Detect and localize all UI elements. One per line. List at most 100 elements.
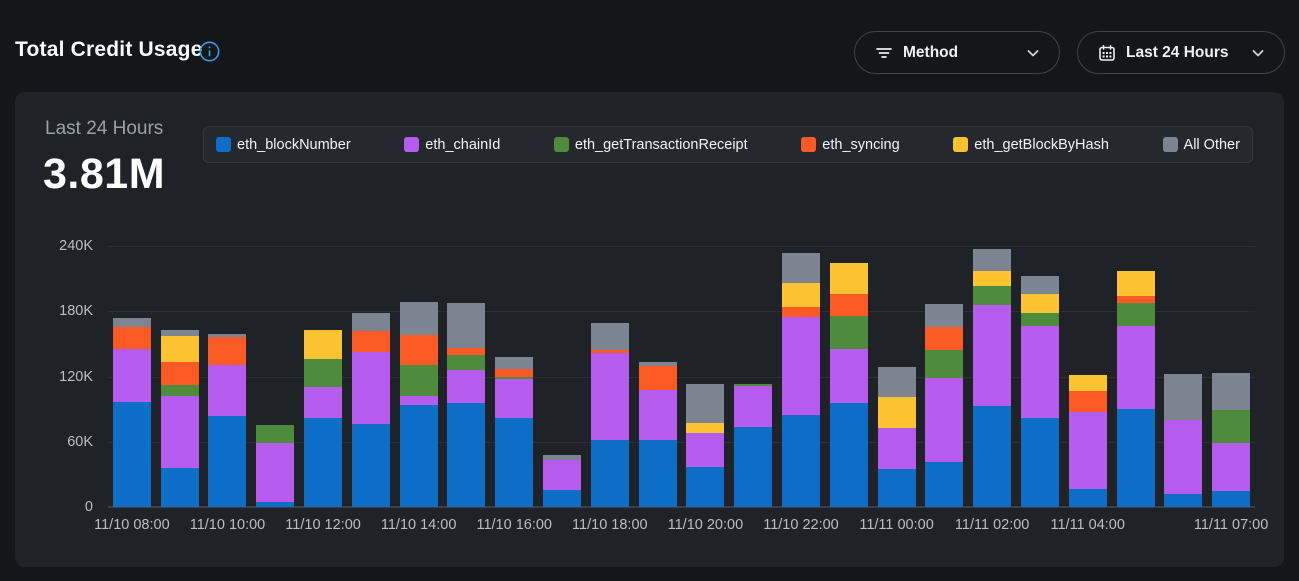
bar-segment-eth-gettransactionreceipt[interactable]: [829, 315, 868, 350]
bar-segment-eth-getblockbyhash[interactable]: [829, 263, 868, 294]
bar-segment-eth-gettransactionreceipt[interactable]: [256, 425, 295, 443]
bar-segment-eth-chainid[interactable]: [973, 304, 1012, 406]
bar-segment-eth-blocknumber[interactable]: [1068, 488, 1107, 507]
date-range-dropdown[interactable]: Last 24 Hours: [1077, 31, 1285, 74]
bar-segment-eth-blocknumber[interactable]: [686, 466, 725, 507]
bar-segment-eth-gettransactionreceipt[interactable]: [495, 376, 534, 379]
bar-segment-eth-blocknumber[interactable]: [208, 415, 247, 507]
bar-segment-eth-blocknumber[interactable]: [781, 414, 820, 507]
bar-segment-eth-syncing[interactable]: [1116, 296, 1155, 303]
bar-11-10-19-00[interactable]: [638, 362, 677, 507]
bar-segment-eth-getblockbyhash[interactable]: [686, 423, 725, 434]
bar-segment-eth-syncing[interactable]: [399, 335, 438, 365]
bar-segment-eth-chainid[interactable]: [686, 433, 725, 467]
bar-segment-all-other[interactable]: [1020, 276, 1059, 294]
bar-segment-eth-syncing[interactable]: [829, 293, 868, 316]
bar-segment-all-other[interactable]: [543, 454, 582, 461]
bar-segment-eth-blocknumber[interactable]: [1164, 493, 1203, 507]
bar-11-10-10-00[interactable]: [208, 334, 247, 507]
bar-11-11-07-00[interactable]: [1212, 373, 1251, 507]
bar-segment-eth-blocknumber[interactable]: [495, 417, 534, 507]
bar-11-10-12-00[interactable]: [304, 329, 343, 507]
bar-11-11-03-00[interactable]: [1020, 276, 1059, 507]
bar-segment-all-other[interactable]: [590, 323, 629, 351]
bar-11-11-00-00[interactable]: [877, 366, 916, 507]
bar-segment-eth-getblockbyhash[interactable]: [1020, 293, 1059, 314]
legend-item-eth-syncing[interactable]: eth_syncing: [801, 137, 900, 153]
bar-segment-eth-blocknumber[interactable]: [351, 424, 390, 507]
bar-segment-eth-chainid[interactable]: [638, 389, 677, 440]
bar-11-10-08-00[interactable]: [112, 317, 151, 507]
bar-segment-eth-syncing[interactable]: [925, 326, 964, 351]
bar-segment-eth-chainid[interactable]: [112, 349, 151, 402]
bar-segment-all-other[interactable]: [160, 329, 199, 337]
bar-segment-eth-chainid[interactable]: [734, 386, 773, 427]
bar-11-10-14-00[interactable]: [399, 301, 438, 507]
bar-segment-eth-blocknumber[interactable]: [829, 402, 868, 507]
bar-11-10-20-00[interactable]: [686, 384, 725, 507]
bar-11-11-02-00[interactable]: [973, 249, 1012, 507]
bar-11-10-21-00[interactable]: [734, 384, 773, 507]
bar-segment-eth-syncing[interactable]: [160, 362, 199, 386]
bar-segment-eth-chainid[interactable]: [256, 442, 295, 502]
bar-segment-all-other[interactable]: [351, 313, 390, 331]
bar-segment-all-other[interactable]: [112, 317, 151, 327]
bar-segment-eth-blocknumber[interactable]: [1212, 490, 1251, 507]
bar-segment-eth-getblockbyhash[interactable]: [1116, 271, 1155, 297]
bar-segment-eth-chainid[interactable]: [1116, 326, 1155, 410]
bar-segment-eth-gettransactionreceipt[interactable]: [973, 286, 1012, 305]
bar-segment-eth-getblockbyhash[interactable]: [304, 329, 343, 360]
bar-segment-eth-syncing[interactable]: [1068, 390, 1107, 413]
bar-segment-eth-blocknumber[interactable]: [925, 462, 964, 507]
bar-11-10-11-00[interactable]: [256, 425, 295, 507]
info-icon[interactable]: [199, 41, 220, 62]
bar-11-10-15-00[interactable]: [447, 302, 486, 507]
bar-segment-eth-gettransactionreceipt[interactable]: [304, 359, 343, 388]
bar-segment-all-other[interactable]: [399, 301, 438, 336]
bar-segment-eth-syncing[interactable]: [112, 326, 151, 350]
bar-11-10-18-00[interactable]: [590, 323, 629, 507]
bar-segment-eth-chainid[interactable]: [1068, 412, 1107, 489]
bar-segment-eth-gettransactionreceipt[interactable]: [1212, 410, 1251, 443]
legend-item-eth-getblockbyhash[interactable]: eth_getBlockByHash: [953, 137, 1109, 153]
bar-segment-eth-chainid[interactable]: [1164, 420, 1203, 494]
bar-11-10-23-00[interactable]: [829, 263, 868, 507]
bar-segment-eth-gettransactionreceipt[interactable]: [734, 384, 773, 387]
bar-segment-eth-syncing[interactable]: [208, 337, 247, 365]
bar-segment-eth-blocknumber[interactable]: [877, 468, 916, 507]
bar-11-11-06-00[interactable]: [1164, 374, 1203, 507]
bar-segment-eth-chainid[interactable]: [1212, 442, 1251, 491]
bar-segment-eth-blocknumber[interactable]: [304, 417, 343, 507]
bar-segment-eth-chainid[interactable]: [495, 378, 534, 418]
bar-segment-eth-syncing[interactable]: [638, 365, 677, 390]
bar-11-11-04-00[interactable]: [1068, 375, 1107, 507]
bar-segment-eth-gettransactionreceipt[interactable]: [160, 385, 199, 397]
bar-segment-eth-blocknumber[interactable]: [638, 439, 677, 507]
bar-segment-eth-chainid[interactable]: [351, 351, 390, 425]
bar-segment-eth-gettransactionreceipt[interactable]: [447, 354, 486, 370]
bar-segment-all-other[interactable]: [973, 249, 1012, 272]
bar-segment-eth-chainid[interactable]: [925, 377, 964, 463]
bar-segment-eth-blocknumber[interactable]: [399, 404, 438, 507]
bar-segment-all-other[interactable]: [447, 302, 486, 349]
bar-segment-eth-gettransactionreceipt[interactable]: [1020, 313, 1059, 327]
bar-segment-eth-getblockbyhash[interactable]: [781, 282, 820, 307]
legend-item-eth-gettransactionreceipt[interactable]: eth_getTransactionReceipt: [553, 137, 748, 153]
bar-segment-all-other[interactable]: [495, 356, 534, 369]
legend-item-eth-blocknumber[interactable]: eth_blockNumber: [216, 137, 351, 153]
bar-segment-all-other[interactable]: [208, 334, 247, 338]
bar-segment-eth-chainid[interactable]: [543, 460, 582, 490]
method-filter-dropdown[interactable]: Method: [854, 31, 1060, 74]
bar-segment-eth-blocknumber[interactable]: [256, 501, 295, 507]
bar-segment-eth-chainid[interactable]: [781, 316, 820, 415]
bar-segment-eth-syncing[interactable]: [781, 306, 820, 317]
bar-11-11-05-00[interactable]: [1116, 271, 1155, 507]
bar-11-10-22-00[interactable]: [781, 252, 820, 507]
bar-segment-eth-blocknumber[interactable]: [734, 426, 773, 507]
bar-segment-eth-gettransactionreceipt[interactable]: [925, 350, 964, 378]
bar-segment-all-other[interactable]: [925, 303, 964, 327]
bar-11-10-16-00[interactable]: [495, 356, 534, 507]
bar-segment-eth-getblockbyhash[interactable]: [1068, 375, 1107, 391]
bar-segment-eth-blocknumber[interactable]: [543, 489, 582, 507]
bar-segment-eth-blocknumber[interactable]: [447, 402, 486, 507]
